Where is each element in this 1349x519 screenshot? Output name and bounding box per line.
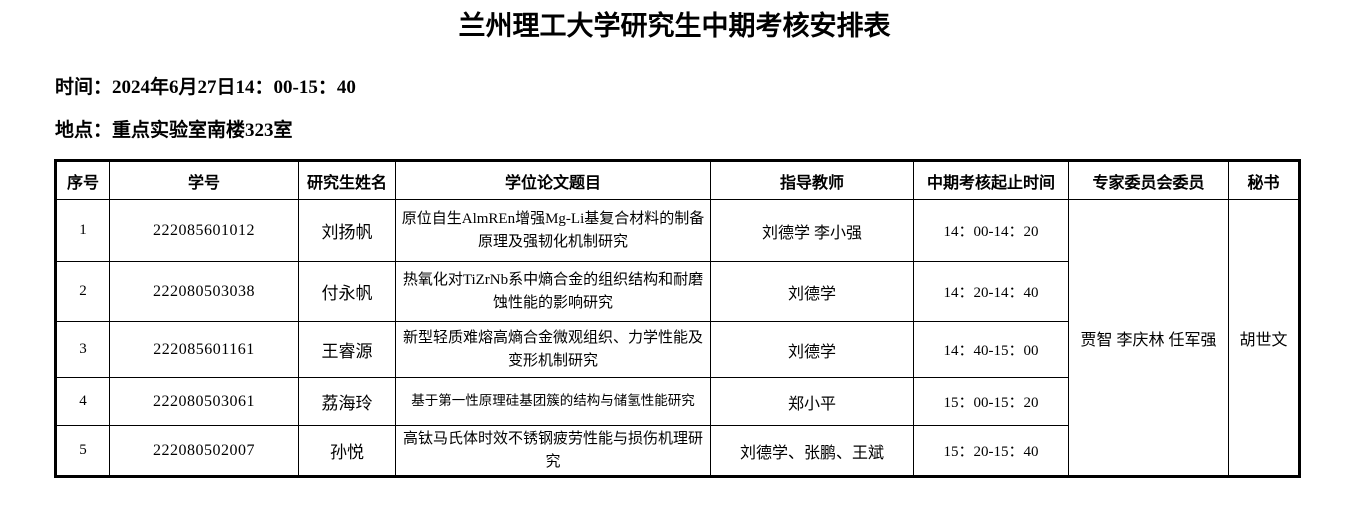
header-student-name: 研究生姓名 [298,160,396,200]
header-assessment-time: 中期考核起止时间 [913,160,1069,200]
cell-advisor: 刘德学、张鹏、王斌 [710,425,914,477]
header-student-id: 学号 [109,160,299,200]
cell-student-id: 222085601012 [109,199,299,262]
page-title: 兰州理工大学研究生中期考核安排表 [458,11,891,41]
table-row: 5 222080502007 孙悦 高钛马氏体时效不锈钢疲劳性能与损伤机理研究 … [55,425,1300,477]
assessment-schedule-table: 序号 学号 研究生姓名 学位论文题目 指导教师 中期考核起止时间 专家委员会委员… [54,159,1301,478]
cell-thesis-title: 高钛马氏体时效不锈钢疲劳性能与损伤机理研究 [395,425,711,477]
cell-advisor: 刘德学 [710,261,914,322]
cell-assessment-time: 14：00-14：20 [913,199,1069,262]
cell-assessment-time: 15：20-15：40 [913,425,1069,477]
session-location-line: 地点：重点实验室南楼323室 [55,120,293,141]
cell-student-id: 222085601161 [109,321,299,378]
table-row: 1 222085601012 刘扬帆 原位自生AlmREn增强Mg-Li基复合材… [55,199,1300,477]
cell-thesis-title: 原位自生AlmREn增强Mg-Li基复合材料的制备原理及强韧化机制研究 [395,199,711,262]
cell-student-id: 222080502007 [109,425,299,477]
header-thesis-title: 学位论文题目 [395,160,711,200]
cell-student-name: 付永帆 [298,261,396,322]
cell-student-name: 荔海玲 [298,377,396,426]
cell-serial-number: 4 [55,377,110,426]
cell-student-id: 222080503038 [109,261,299,322]
cell-assessment-time: 15：00-15：20 [913,377,1069,426]
cell-advisor: 刘德学 [710,321,914,378]
cell-student-id: 222080503061 [109,377,299,426]
header-expert-committee: 专家委员会委员 [1068,160,1229,200]
cell-assessment-time: 14：40-15：00 [913,321,1069,378]
cell-thesis-title: 基于第一性原理硅基团簇的结构与储氢性能研究 [395,377,711,426]
session-time-line: 时间：2024年6月27日14：00-15：40 [55,77,356,98]
cell-secretary: 胡世文 [1228,199,1300,477]
header-advisor: 指导教师 [710,160,914,200]
cell-student-name: 刘扬帆 [298,199,396,262]
table-row: 3 222085601161 王睿源 新型轻质难熔高熵合金微观组织、力学性能及变… [55,321,1300,378]
cell-student-name: 孙悦 [298,425,396,477]
cell-advisor: 刘德学 李小强 [710,199,914,262]
cell-student-name: 王睿源 [298,321,396,378]
cell-serial-number: 5 [55,425,110,477]
cell-advisor: 郑小平 [710,377,914,426]
schedule-table-container: 序号 学号 研究生姓名 学位论文题目 指导教师 中期考核起止时间 专家委员会委员… [54,159,1301,478]
cell-serial-number: 3 [55,321,110,378]
header-serial-number: 序号 [55,160,110,200]
cell-thesis-title: 热氧化对TiZrNb系中熵合金的组织结构和耐磨蚀性能的影响研究 [395,261,711,322]
cell-serial-number: 2 [55,261,110,322]
table-row: 4 222080503061 荔海玲 基于第一性原理硅基团簇的结构与储氢性能研究… [55,377,1300,426]
cell-thesis-title: 新型轻质难熔高熵合金微观组织、力学性能及变形机制研究 [395,321,711,378]
table-header-row: 序号 学号 研究生姓名 学位论文题目 指导教师 中期考核起止时间 专家委员会委员… [55,160,1300,200]
header-secretary: 秘书 [1228,160,1300,200]
cell-expert-committee: 贾智 李庆林 任军强 [1068,199,1229,477]
cell-assessment-time: 14：20-14：40 [913,261,1069,322]
cell-serial-number: 1 [55,199,110,262]
